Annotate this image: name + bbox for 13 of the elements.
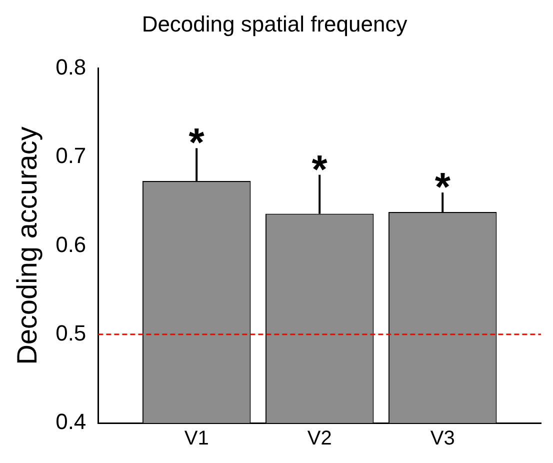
y-tick-label: 0.8 [56,54,86,80]
chart-title: Decoding spatial frequency [142,11,408,36]
y-tick-label: 0.4 [56,409,86,434]
annotation: * [188,121,205,166]
y-tick-label: 0.5 [56,320,86,346]
x-tick-label: V1 [184,428,209,450]
annotation: * [434,166,451,210]
y-tick-label: 0.6 [56,232,86,257]
x-tick-label: V2 [307,428,332,450]
y-tick-label: 0.7 [56,143,86,168]
y-axis-title: Decoding accuracy [12,126,43,365]
annotation: * [312,148,328,192]
x-tick-label: V3 [430,428,455,450]
